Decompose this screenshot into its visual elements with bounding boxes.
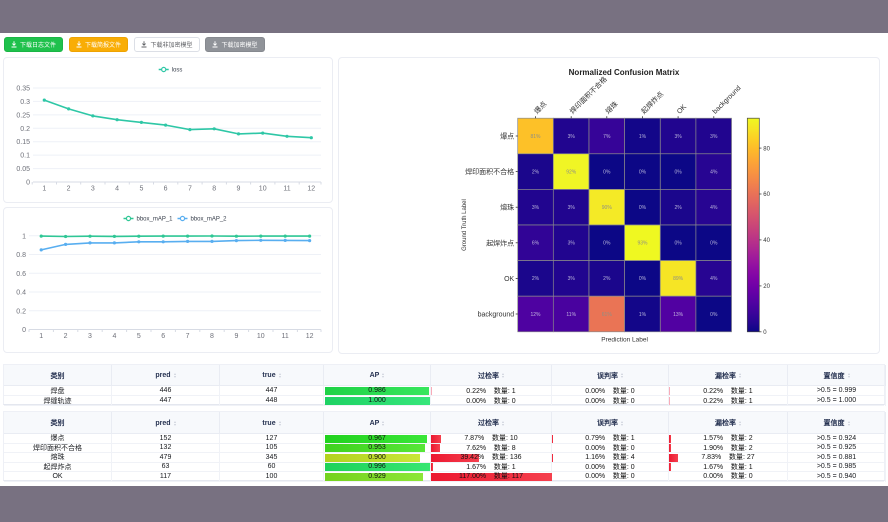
svg-text:0%: 0% <box>710 312 718 318</box>
svg-text:6%: 6% <box>532 241 540 247</box>
svg-text:background: background <box>478 312 515 319</box>
svg-text:OK: OK <box>676 103 688 115</box>
svg-text:3: 3 <box>88 333 92 340</box>
svg-text:0.05: 0.05 <box>16 166 30 173</box>
svg-text:焊印面积不合格: 焊印面积不合格 <box>568 75 609 116</box>
svg-text:0%: 0% <box>639 276 647 282</box>
svg-text:0.3: 0.3 <box>20 99 30 106</box>
svg-text:0.35: 0.35 <box>16 86 30 93</box>
svg-text:60: 60 <box>763 192 770 198</box>
svg-text:熔珠: 熔珠 <box>500 203 514 212</box>
svg-text:3%: 3% <box>674 134 682 140</box>
svg-text:1: 1 <box>22 233 26 240</box>
svg-text:0%: 0% <box>639 169 647 175</box>
svg-text:0.8: 0.8 <box>16 252 26 259</box>
svg-text:0.2: 0.2 <box>16 308 26 315</box>
svg-text:20: 20 <box>763 284 770 290</box>
svg-text:9: 9 <box>237 186 241 193</box>
svg-text:3: 3 <box>91 186 95 193</box>
svg-text:0.6: 0.6 <box>16 271 26 278</box>
svg-text:Prediction Label: Prediction Label <box>601 336 648 343</box>
svg-text:90%: 90% <box>602 205 613 211</box>
svg-text:40: 40 <box>763 238 770 244</box>
svg-text:0: 0 <box>763 330 767 336</box>
svg-text:61%: 61% <box>602 312 613 318</box>
svg-text:OK: OK <box>504 276 514 283</box>
svg-text:熔珠: 熔珠 <box>603 99 619 115</box>
svg-text:2%: 2% <box>532 169 540 175</box>
svg-text:6: 6 <box>161 333 165 340</box>
svg-text:13%: 13% <box>673 312 684 318</box>
svg-text:7%: 7% <box>603 134 611 140</box>
svg-text:0: 0 <box>26 180 30 187</box>
svg-text:1: 1 <box>42 186 46 193</box>
svg-text:3%: 3% <box>568 134 576 140</box>
svg-text:loss: loss <box>172 68 183 74</box>
svg-text:2%: 2% <box>532 276 540 282</box>
svg-text:9: 9 <box>234 333 238 340</box>
svg-text:1: 1 <box>39 333 43 340</box>
svg-text:4%: 4% <box>710 276 718 282</box>
svg-text:Ground Truth Label: Ground Truth Label <box>462 199 468 251</box>
svg-text:2: 2 <box>67 186 71 193</box>
svg-text:bbox_mAP_1: bbox_mAP_1 <box>137 217 174 223</box>
svg-text:0%: 0% <box>710 241 718 247</box>
svg-text:4%: 4% <box>710 169 718 175</box>
svg-text:0%: 0% <box>674 241 682 247</box>
svg-text:8: 8 <box>212 186 216 193</box>
svg-text:4: 4 <box>112 333 116 340</box>
svg-text:11%: 11% <box>566 312 576 318</box>
svg-text:1%: 1% <box>639 134 647 140</box>
svg-text:2%: 2% <box>674 205 682 211</box>
svg-text:89%: 89% <box>673 276 684 282</box>
svg-text:5: 5 <box>137 333 141 340</box>
svg-text:background: background <box>712 85 743 116</box>
svg-text:4%: 4% <box>710 205 718 211</box>
svg-text:5: 5 <box>139 186 143 193</box>
svg-text:0.15: 0.15 <box>16 139 30 146</box>
svg-text:93%: 93% <box>637 241 648 247</box>
svg-text:10: 10 <box>257 333 265 340</box>
svg-text:0.4: 0.4 <box>16 290 26 297</box>
svg-text:焊印面积不合格: 焊印面积不合格 <box>465 167 514 176</box>
svg-text:爆点: 爆点 <box>500 132 514 141</box>
svg-text:6: 6 <box>164 186 168 193</box>
svg-text:4: 4 <box>115 186 119 193</box>
svg-text:3%: 3% <box>568 205 576 211</box>
svg-text:0%: 0% <box>603 169 611 175</box>
svg-text:12%: 12% <box>530 312 541 318</box>
svg-text:起焊炸点: 起焊炸点 <box>639 89 665 115</box>
svg-text:爆点: 爆点 <box>532 99 548 115</box>
svg-text:起焊炸点: 起焊炸点 <box>486 238 514 247</box>
svg-text:0%: 0% <box>674 169 682 175</box>
svg-text:bbox_mAP_2: bbox_mAP_2 <box>191 217 228 223</box>
svg-text:7: 7 <box>186 333 190 340</box>
svg-text:0.2: 0.2 <box>20 126 30 133</box>
svg-text:80: 80 <box>763 146 770 152</box>
svg-text:10: 10 <box>259 186 267 193</box>
svg-text:8: 8 <box>210 333 214 340</box>
svg-text:2: 2 <box>64 333 68 340</box>
svg-text:7: 7 <box>188 186 192 193</box>
svg-text:0.1: 0.1 <box>20 153 30 160</box>
svg-text:12: 12 <box>306 333 314 340</box>
svg-text:3%: 3% <box>710 134 718 140</box>
svg-text:2%: 2% <box>603 276 611 282</box>
svg-text:81%: 81% <box>530 134 541 140</box>
svg-text:1%: 1% <box>639 312 647 318</box>
svg-text:11: 11 <box>282 333 289 340</box>
svg-text:0%: 0% <box>639 205 647 211</box>
svg-text:12: 12 <box>307 186 315 193</box>
svg-text:92%: 92% <box>566 169 577 175</box>
svg-text:11: 11 <box>283 186 290 193</box>
svg-text:Normalized Confusion Matrix: Normalized Confusion Matrix <box>569 68 680 77</box>
svg-text:3%: 3% <box>568 241 576 247</box>
svg-text:0: 0 <box>22 327 26 334</box>
svg-text:3%: 3% <box>568 276 576 282</box>
svg-text:3%: 3% <box>532 205 540 211</box>
svg-text:0.25: 0.25 <box>16 112 30 119</box>
svg-text:0%: 0% <box>603 241 611 247</box>
